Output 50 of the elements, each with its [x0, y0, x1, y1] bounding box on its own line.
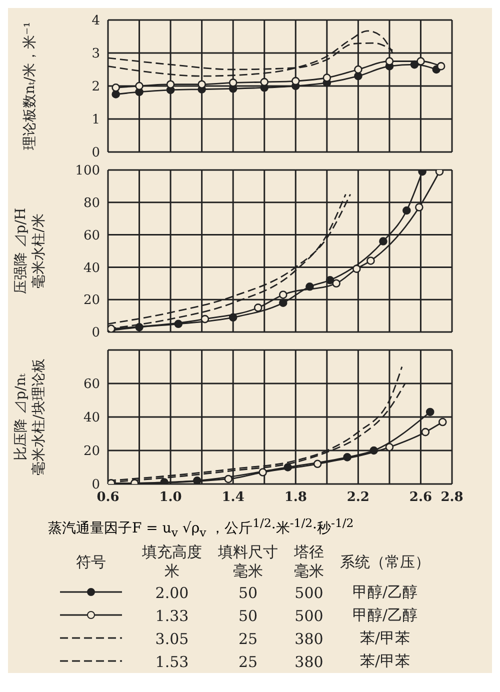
y-tick-label: 40: [83, 410, 100, 426]
text: 50: [237, 606, 259, 627]
text: 苯/甲苯: [358, 628, 412, 650]
legend-label: 1.53: [154, 652, 190, 673]
y-axis-title: 理论板数nₜ/米，米⁻¹: [22, 22, 38, 150]
x-tick-label: 1.0: [159, 490, 182, 506]
text: 填充高度: [142, 543, 202, 562]
y-tick-label: 20: [83, 444, 100, 460]
text: 系统（常压）: [339, 552, 431, 573]
x-tick-label: 0.6: [96, 490, 120, 506]
x-tick-label: 2.2: [346, 490, 370, 506]
x-tick-label: 1.8: [284, 490, 307, 506]
y-axis-title: 比压降 ⊿p/nₜ 毫米水柱/块理论板: [13, 358, 47, 476]
y-tick-label: 60: [83, 228, 100, 244]
y-tick-label: 0: [92, 146, 100, 161]
y-tick-label: 0: [92, 326, 100, 341]
x-tick-label: 2.8: [440, 490, 464, 506]
text: 25: [237, 652, 259, 673]
y-tick-label: 3: [92, 46, 100, 62]
text: 500: [294, 582, 324, 604]
y-tick-label: 20: [83, 293, 100, 308]
y-tick-label: 2: [92, 80, 100, 95]
text: 苯/甲苯: [358, 651, 412, 672]
y-tick-label: 60: [83, 377, 100, 392]
legend-label: 1.33: [154, 606, 190, 627]
x-tick-label: 1.4: [222, 490, 244, 506]
y-tick-label: 1: [92, 112, 100, 128]
y-tick-label: 0: [92, 478, 100, 493]
text: 毫米: [233, 562, 263, 580]
text: 50: [237, 582, 259, 604]
y-tick-label: 100: [75, 164, 100, 179]
text: 甲醇/乙醇: [351, 582, 419, 604]
legend-label: 3.05: [154, 628, 190, 650]
text: 填料尺寸: [218, 543, 278, 562]
text: 米: [164, 562, 180, 580]
text: 甲醇/乙醇: [351, 605, 419, 626]
x-tick-label: 2.6: [409, 490, 432, 506]
y-tick-label: 80: [83, 196, 100, 212]
text: 380: [294, 628, 324, 650]
y-tick-label: 40: [83, 260, 100, 276]
text: 塔径: [294, 543, 324, 562]
text: 蒸汽通量因子F = u$_{v}$ √ρ$_{v}$ ，公斤$^{1/2}$·米$^{-1/2}$·秒$^{-1/2}$: [48, 516, 354, 540]
text: 380: [294, 652, 324, 673]
text: 毫米: [294, 562, 324, 580]
y-axis-title: 压强降 ⊿p/H 毫米水柱/米: [13, 208, 47, 294]
text: 25: [237, 628, 259, 650]
text: 500: [294, 606, 324, 627]
y-tick-label: 4: [92, 14, 100, 29]
legend-label: 2.00: [154, 582, 190, 604]
legend-title: 符号: [75, 552, 107, 573]
